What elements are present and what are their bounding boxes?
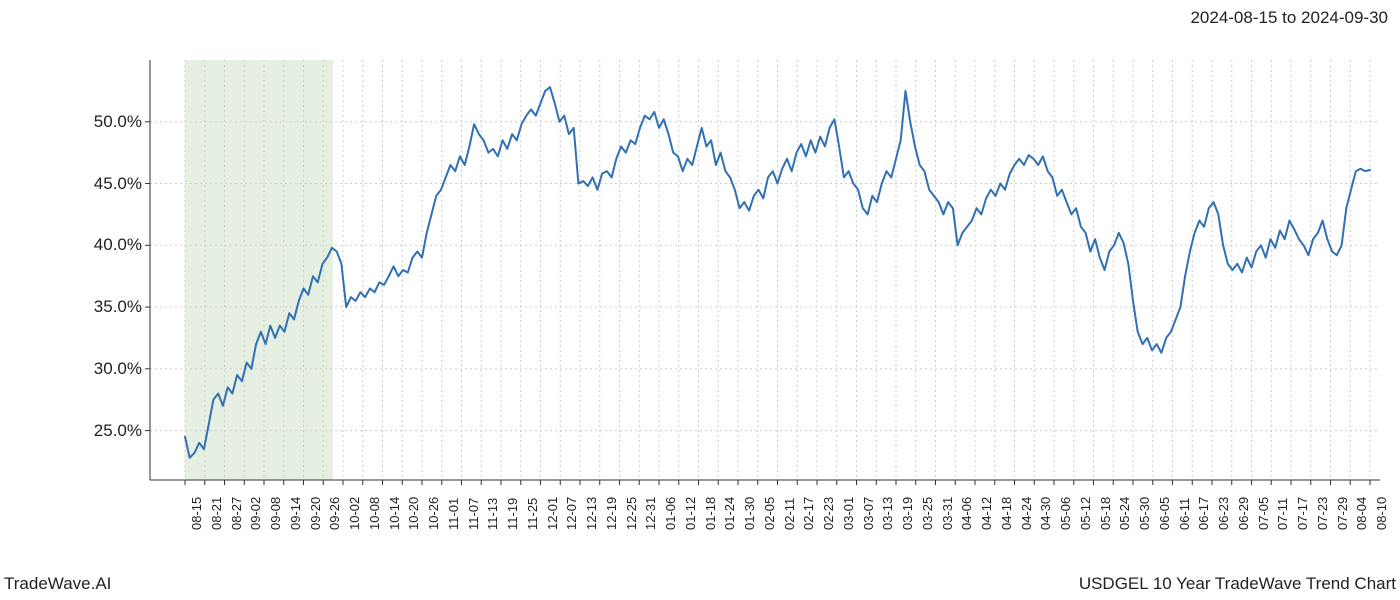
- x-axis-tick-label: 11-13: [485, 498, 500, 530]
- x-axis-tick-label: 06-05: [1157, 497, 1172, 530]
- y-axis-tick-label: 25.0%: [94, 421, 142, 441]
- x-axis-tick-label: 07-17: [1295, 497, 1310, 530]
- x-axis-tick-label: 03-19: [900, 497, 915, 530]
- x-axis-tick-label: 10-14: [387, 497, 402, 530]
- x-axis-tick-label: 09-26: [327, 497, 342, 530]
- x-axis-tick-label: 10-20: [406, 497, 421, 530]
- x-axis-tick-label: 04-06: [959, 497, 974, 530]
- x-axis-tick-label: 06-11: [1177, 498, 1192, 530]
- x-axis-tick-label: 08-04: [1354, 497, 1369, 530]
- x-axis-tick-label: 05-06: [1058, 497, 1073, 530]
- x-axis-tick-label: 09-20: [308, 497, 323, 530]
- x-axis-tick-label: 12-25: [624, 497, 639, 530]
- x-axis-tick-label: 02-05: [762, 497, 777, 530]
- x-axis-tick-label: 05-12: [1078, 497, 1093, 530]
- x-axis-tick-label: 11-07: [466, 498, 481, 530]
- x-axis-tick-label: 03-07: [861, 497, 876, 530]
- x-axis-tick-label: 12-01: [545, 497, 560, 530]
- x-axis-tick-label: 04-30: [1038, 497, 1053, 530]
- x-axis-tick-label: 06-23: [1216, 497, 1231, 530]
- x-axis-tick-label: 02-11: [782, 498, 797, 530]
- x-axis-tick-label: 04-24: [1019, 497, 1034, 530]
- x-axis-tick-label: 09-08: [268, 497, 283, 530]
- x-axis-tick-label: 07-23: [1315, 497, 1330, 530]
- x-axis-tick-label: 03-01: [841, 497, 856, 530]
- x-axis-tick-label: 05-24: [1117, 497, 1132, 530]
- x-axis-tick-label: 07-29: [1335, 497, 1350, 530]
- x-axis-tick-label: 11-25: [525, 498, 540, 530]
- x-axis-tick-label: 02-17: [801, 497, 816, 530]
- x-axis-tick-label: 01-18: [703, 497, 718, 530]
- y-axis-tick-label: 35.0%: [94, 297, 142, 317]
- x-axis-tick-label: 10-02: [347, 497, 362, 530]
- x-axis-tick-label: 01-24: [722, 497, 737, 530]
- x-axis-tick-label: 10-08: [367, 497, 382, 530]
- x-axis-tick-label: 06-29: [1236, 497, 1251, 530]
- y-axis-tick-label: 50.0%: [94, 112, 142, 132]
- x-axis-tick-label: 01-12: [683, 497, 698, 530]
- x-axis-tick-label: 08-15: [189, 497, 204, 530]
- x-axis-tick-label: 10-26: [426, 497, 441, 530]
- x-axis-tick-label: 03-31: [940, 497, 955, 530]
- x-axis-tick-label: 12-31: [643, 497, 658, 530]
- x-axis-tick-label: 05-30: [1137, 497, 1152, 530]
- x-axis-tick-label: 07-05: [1256, 497, 1271, 530]
- x-axis-tick-label: 08-21: [209, 497, 224, 530]
- x-axis-tick-label: 01-30: [742, 497, 757, 530]
- x-axis-tick-label: 04-18: [999, 497, 1014, 530]
- x-axis-tick-label: 09-14: [288, 497, 303, 530]
- x-axis-tick-label: 12-07: [564, 497, 579, 530]
- x-axis-tick-label: 03-25: [920, 497, 935, 530]
- x-axis-tick-label: 08-10: [1374, 497, 1389, 530]
- x-axis-tick-label: 06-17: [1196, 497, 1211, 530]
- x-axis-tick-label: 12-13: [584, 497, 599, 530]
- x-axis-tick-label: 05-18: [1098, 497, 1113, 530]
- x-axis-tick-label: 07-11: [1275, 498, 1290, 530]
- x-axis-tick-label: 03-13: [880, 497, 895, 530]
- y-axis-tick-label: 30.0%: [94, 359, 142, 379]
- y-axis-tick-label: 40.0%: [94, 235, 142, 255]
- x-axis-tick-label: 11-01: [446, 498, 461, 530]
- x-axis-tick-label: 04-12: [979, 497, 994, 530]
- x-axis-tick-label: 01-06: [663, 497, 678, 530]
- x-axis-tick-label: 02-23: [821, 497, 836, 530]
- y-axis-tick-label: 45.0%: [94, 174, 142, 194]
- x-axis-tick-label: 09-02: [248, 497, 263, 530]
- x-axis-tick-label: 11-19: [505, 498, 520, 530]
- x-axis-tick-label: 08-27: [229, 497, 244, 530]
- x-axis-tick-label: 12-19: [604, 497, 619, 530]
